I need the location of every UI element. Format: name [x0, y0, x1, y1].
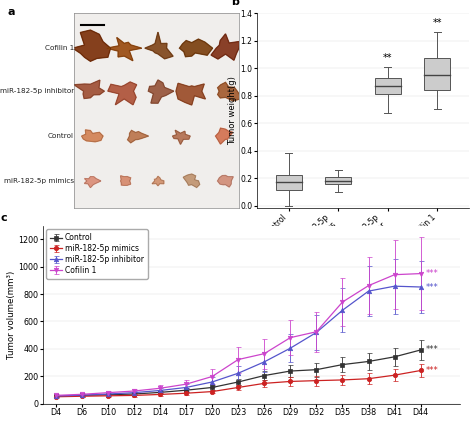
Text: miR-182-5p mimics: miR-182-5p mimics	[4, 178, 74, 184]
Polygon shape	[108, 82, 137, 105]
Text: ***: ***	[425, 283, 438, 292]
Polygon shape	[84, 177, 101, 187]
Text: ***: ***	[425, 366, 438, 375]
Polygon shape	[216, 128, 233, 144]
Bar	[424, 59, 450, 90]
Polygon shape	[120, 176, 131, 185]
Text: ***: ***	[425, 345, 438, 355]
Polygon shape	[148, 80, 174, 103]
Polygon shape	[183, 174, 200, 187]
Polygon shape	[82, 130, 103, 142]
Polygon shape	[73, 30, 110, 61]
Y-axis label: Tumor weight(g): Tumor weight(g)	[228, 76, 237, 145]
Polygon shape	[107, 37, 142, 61]
Text: miR-182-5p inhibitor: miR-182-5p inhibitor	[0, 88, 74, 94]
Bar	[375, 78, 401, 94]
Y-axis label: Tumor volume(mm³): Tumor volume(mm³)	[7, 270, 16, 359]
Polygon shape	[74, 80, 104, 99]
Text: **: **	[383, 53, 392, 62]
Bar	[276, 175, 301, 191]
Text: c: c	[1, 213, 8, 223]
Legend: Control, miR-182-5p mimics, miR-182-5p inhibitor, Cofilin 1: Control, miR-182-5p mimics, miR-182-5p i…	[46, 230, 147, 279]
Polygon shape	[152, 176, 164, 186]
Polygon shape	[211, 34, 239, 60]
Polygon shape	[218, 175, 233, 187]
Text: b: b	[231, 0, 239, 7]
Polygon shape	[180, 39, 212, 57]
Polygon shape	[218, 82, 242, 101]
Text: Control: Control	[48, 133, 74, 139]
Polygon shape	[176, 83, 205, 105]
Polygon shape	[173, 130, 190, 145]
Text: **: **	[432, 18, 442, 28]
Polygon shape	[145, 32, 173, 59]
Text: ***: ***	[425, 269, 438, 278]
Text: Cofilin 1: Cofilin 1	[45, 45, 74, 51]
Text: a: a	[7, 7, 15, 17]
Bar	[325, 178, 351, 184]
Polygon shape	[128, 131, 148, 143]
